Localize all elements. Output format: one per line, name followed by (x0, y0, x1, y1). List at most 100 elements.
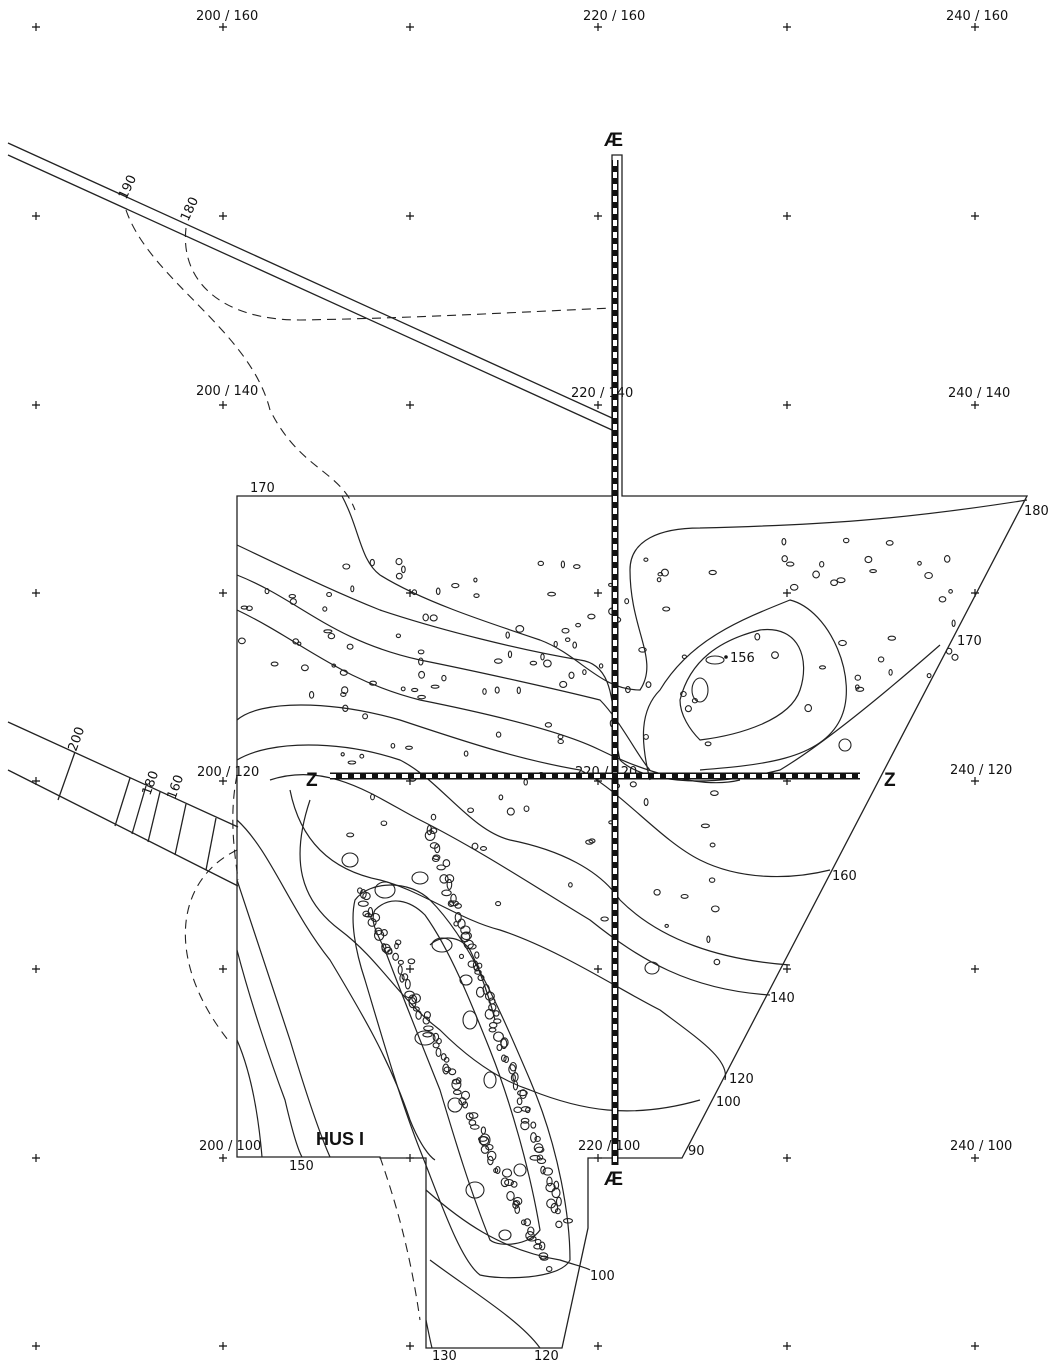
stone (660, 568, 669, 577)
stone (380, 929, 388, 937)
contour-label-140-right: 140 (770, 991, 795, 1006)
stone (708, 569, 717, 576)
road-strip-lower (7, 721, 239, 887)
stone (496, 1043, 503, 1052)
stone (546, 1176, 553, 1187)
grid-crosses (32, 23, 979, 1350)
stone (544, 722, 553, 728)
stone (369, 680, 377, 686)
stone (643, 733, 649, 740)
grid-cross (971, 1342, 979, 1350)
stone (700, 823, 710, 829)
stone (430, 684, 440, 689)
stone (536, 1157, 547, 1165)
stone (527, 1226, 535, 1236)
stone (411, 589, 418, 596)
stone (625, 686, 631, 694)
stone (838, 738, 852, 752)
stone (369, 558, 375, 567)
stone (710, 790, 719, 796)
stone (551, 1187, 561, 1199)
stone (564, 637, 571, 643)
contour-label-160-right: 160 (832, 869, 857, 884)
stone (477, 974, 485, 982)
stone (493, 1010, 500, 1017)
stone (237, 637, 246, 645)
stone (500, 1177, 510, 1188)
stone (488, 1003, 497, 1012)
stone (465, 1112, 474, 1121)
grid-cross (971, 401, 979, 409)
stone (526, 1235, 537, 1242)
stone (347, 760, 357, 765)
stone (367, 917, 377, 927)
stone (341, 686, 349, 695)
house-i-outline (352, 884, 571, 1279)
stone (395, 572, 403, 580)
stone (582, 669, 587, 676)
stone (553, 1180, 560, 1190)
stone (512, 1080, 519, 1091)
stone (508, 1064, 517, 1075)
stone (568, 671, 575, 679)
grid-cross (594, 589, 602, 597)
stone (395, 557, 403, 566)
stone (498, 794, 504, 801)
stone (540, 653, 545, 661)
stone (405, 745, 413, 750)
stone (510, 1180, 518, 1188)
grid-cross (406, 1342, 414, 1350)
stone (917, 560, 922, 566)
stone (401, 565, 406, 574)
stone (520, 1120, 530, 1131)
stone (533, 1143, 544, 1153)
stone (417, 649, 425, 655)
stone (308, 691, 315, 699)
grid-label-240-120: 240 / 120 (950, 763, 1012, 778)
stone (441, 674, 447, 682)
grid-cross (219, 965, 227, 973)
stone (471, 842, 479, 850)
stone (529, 1155, 541, 1161)
stone (547, 591, 557, 597)
grid-label-200-120: 200 / 120 (197, 765, 259, 780)
stone (296, 641, 302, 646)
road-strip-upper (7, 142, 613, 431)
stone (512, 1200, 519, 1209)
stone (342, 563, 351, 570)
grid-cross (594, 1342, 602, 1350)
stone (430, 813, 437, 821)
stone (680, 690, 687, 698)
stone (513, 1106, 523, 1114)
stone (359, 753, 365, 759)
stone (836, 577, 846, 584)
stone (323, 629, 333, 634)
stone (804, 704, 813, 713)
stone (418, 670, 426, 679)
grid-cross (971, 23, 979, 31)
stone (429, 614, 438, 622)
grid-cross (219, 1342, 227, 1350)
stone (781, 555, 788, 563)
grid-label-200-160: 200 / 160 (196, 9, 258, 24)
stone (520, 1219, 527, 1226)
stone (289, 598, 297, 606)
stone (943, 555, 951, 563)
grid-cross (32, 1342, 40, 1350)
stone (643, 557, 649, 562)
stone (506, 807, 515, 816)
stone (555, 1196, 562, 1207)
stone (530, 1121, 537, 1129)
stone (473, 964, 480, 972)
grid-cross (406, 212, 414, 220)
stone (555, 1220, 563, 1229)
stone (501, 1168, 513, 1178)
stone (691, 698, 698, 704)
stone (462, 1101, 469, 1109)
stone (442, 1063, 450, 1075)
stone (414, 1030, 436, 1046)
stone (691, 677, 709, 703)
dashed-contours (125, 209, 613, 1321)
stone (520, 1117, 530, 1124)
stone (467, 960, 477, 968)
